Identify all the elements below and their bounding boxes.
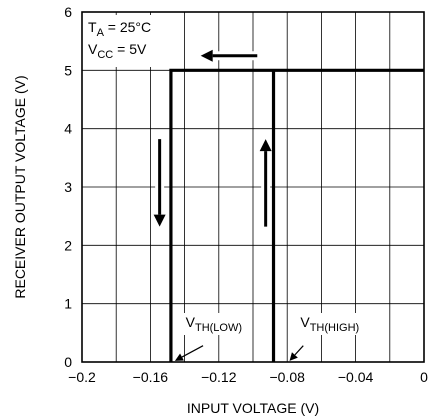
arrow-head (200, 49, 213, 62)
vth-high-label: VTH(HIGH) (300, 314, 359, 334)
tick-labels: −0.2 −0.16 −0.12 −0.08 −0.04 0 0 1 2 3 4 5 6 (64, 4, 428, 385)
vth-low-label: VTH(LOW) (186, 314, 242, 334)
annotation-leaders (174, 345, 304, 361)
leader-line (181, 345, 204, 358)
arrow-head (153, 214, 166, 227)
y-tick-label: 4 (64, 121, 72, 137)
direction-arrows (153, 49, 272, 227)
y-tick-label: 5 (64, 62, 72, 78)
y-tick-label: 2 (64, 237, 72, 253)
arrow-head (259, 139, 272, 152)
x-axis-label: INPUT VOLTAGE (V) (187, 400, 319, 416)
x-tick-label: −0.04 (338, 369, 374, 385)
x-tick-label: −0.2 (68, 369, 96, 385)
x-tick-label: −0.08 (269, 369, 305, 385)
x-tick-label: −0.16 (133, 369, 169, 385)
y-tick-label: 6 (64, 4, 72, 20)
y-tick-label: 1 (64, 296, 72, 312)
y-axis-label: RECEIVER OUTPUT VOLTAGE (V) (12, 75, 28, 298)
arrow-down (153, 139, 166, 227)
series-lines (169, 68, 424, 362)
arrow-up (259, 139, 272, 227)
vth-high-leader (289, 345, 304, 361)
arrow-left (200, 49, 258, 62)
x-tick-label: −0.12 (201, 369, 237, 385)
vth-high-label-bg (298, 313, 379, 335)
leader-head (174, 353, 184, 361)
y-tick-label: 3 (64, 179, 72, 195)
vth-low-label-bg (183, 313, 252, 335)
leader-head (289, 352, 298, 361)
vcc-condition: VCC = 5V (88, 41, 147, 61)
vth-low-leader (174, 345, 204, 361)
leader-line (294, 345, 304, 356)
ta-condition: TA = 25°C (88, 19, 151, 39)
y-tick-label: 0 (64, 354, 72, 370)
series-line-0 (169, 68, 424, 362)
x-tick-label: 0 (420, 369, 428, 385)
conditions-box (85, 15, 167, 67)
plot-frame (81, 11, 425, 363)
